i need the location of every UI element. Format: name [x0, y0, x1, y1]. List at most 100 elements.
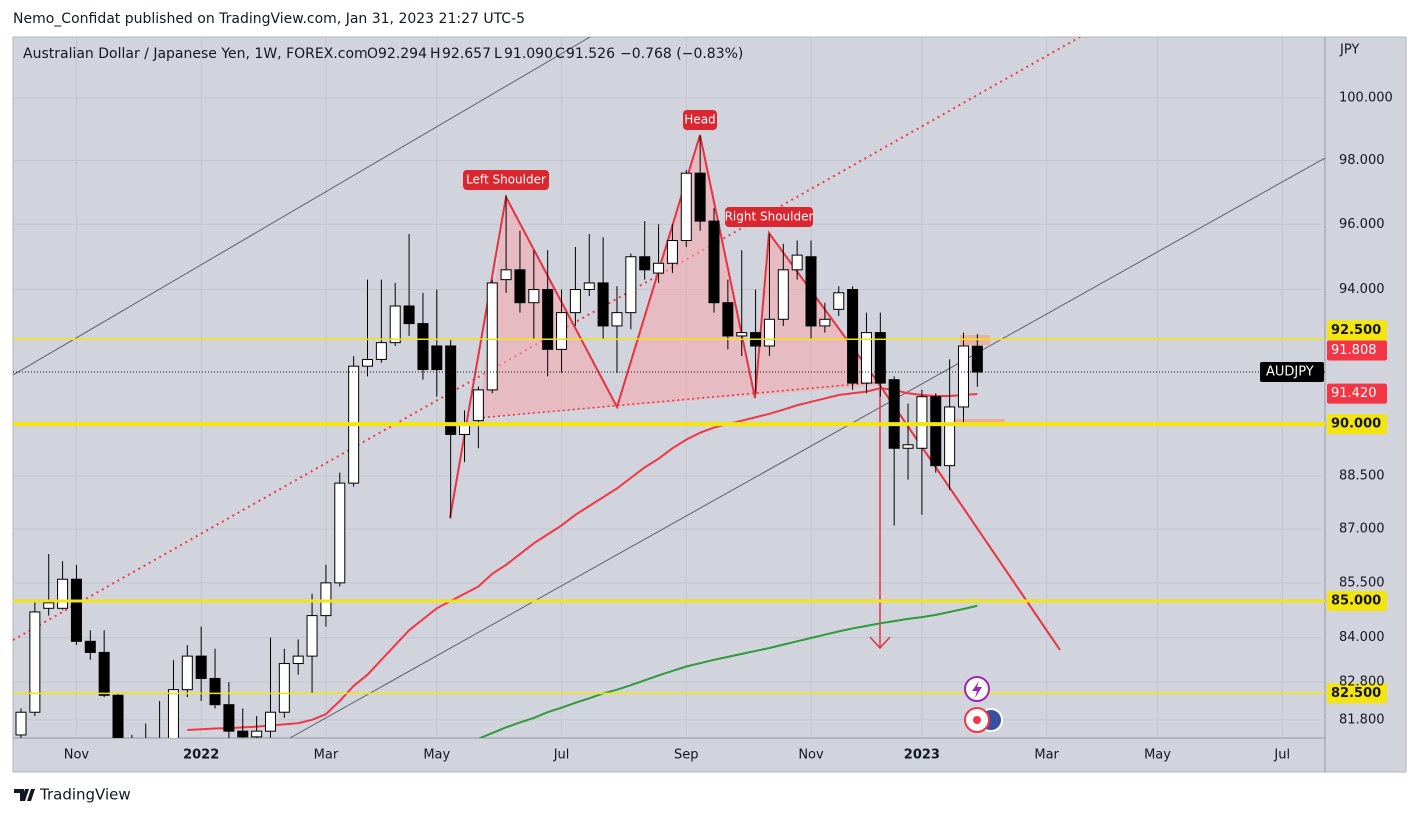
plot-area: [13, 37, 1325, 738]
level-label: 82.500: [1331, 686, 1381, 701]
candle-body: [57, 578, 69, 609]
candle-body: [625, 256, 637, 314]
chart-panel: [12, 36, 1407, 773]
annotation-box: [725, 207, 813, 227]
candle-body: [722, 302, 734, 337]
neckline: [477, 381, 881, 419]
level-label-box: [1327, 414, 1387, 435]
y-tick-label: 94.000: [1339, 282, 1385, 297]
candle-body: [278, 663, 290, 713]
price-label-box: [1327, 340, 1387, 361]
candle-body: [888, 379, 900, 449]
candle-body: [445, 345, 457, 435]
candle-body: [209, 677, 221, 706]
candle-body: [569, 289, 581, 314]
candle-body: [971, 345, 983, 373]
candle-body: [486, 282, 498, 391]
series-layer: [15, 135, 983, 738]
candle-body: [611, 312, 623, 327]
candle-body: [500, 269, 512, 281]
x-tick-label: Jul: [1273, 748, 1290, 763]
candle-body: [29, 611, 41, 713]
x-tick-label: Mar: [314, 748, 339, 763]
candle-body: [320, 582, 332, 617]
x-tick-label: Mar: [1034, 748, 1059, 763]
candle-body: [777, 269, 789, 320]
x-tick-label: Nov: [798, 748, 824, 763]
level-label-box: [1327, 591, 1387, 612]
candle-body: [597, 282, 609, 327]
candle-body: [902, 444, 914, 449]
ohlc-label: C: [555, 46, 565, 62]
candle-body: [957, 345, 969, 408]
candle-body: [944, 406, 956, 467]
candle-body: [264, 711, 276, 732]
pattern-fill: [478, 135, 880, 418]
candle-body: [874, 332, 886, 384]
candle-body: [431, 345, 443, 371]
candle-body: [930, 396, 942, 467]
candle-body: [528, 289, 540, 304]
candle-body: [389, 305, 401, 344]
x-tick-label: Sep: [674, 748, 699, 763]
candle-body: [98, 651, 110, 696]
level-label-box: [1327, 683, 1387, 704]
ohlc-label: O: [367, 46, 378, 62]
candle-body: [708, 220, 720, 304]
candle-body: [251, 730, 263, 738]
annotation: Left Shoulder: [466, 173, 546, 187]
annotation-box: [683, 110, 717, 130]
candle-body: [334, 482, 346, 584]
y-tick-label: 88.500: [1339, 469, 1385, 484]
candle-body: [15, 711, 27, 736]
y-tick-label: 87.000: [1339, 522, 1385, 537]
annotation-box: [463, 170, 549, 190]
level-label-box: [1327, 320, 1387, 341]
candle-body: [639, 256, 651, 271]
price-label: 91.808: [1331, 343, 1377, 358]
x-tick-label: May: [423, 748, 450, 763]
attribution: Nemo_Confidat published on TradingView.c…: [13, 11, 525, 27]
candle-body: [195, 655, 207, 679]
candle-body: [860, 332, 872, 384]
candle-body: [375, 342, 387, 360]
candle-body: [181, 655, 193, 691]
candle-body: [847, 289, 859, 384]
ohlc-value: 92.657: [442, 46, 491, 62]
chart-title: Australian Dollar / Japanese Yen, 1W, FO…: [23, 46, 368, 62]
candle-body: [472, 389, 484, 422]
footer-brand: TradingView: [39, 786, 131, 804]
x-tick-label: Jul: [553, 748, 570, 763]
level-label: 90.000: [1331, 417, 1381, 432]
candle-body: [819, 318, 831, 327]
candle-body: [556, 312, 568, 350]
x-tick-label: Nov: [64, 748, 90, 763]
event-icon-bolt: [972, 681, 982, 698]
target-arrowhead: [869, 636, 891, 650]
candle-body: [680, 172, 692, 242]
symbol-label-box: [1260, 362, 1324, 383]
moving-average: [477, 604, 978, 738]
y-tick-label: 85.500: [1339, 575, 1385, 590]
candle-body: [403, 305, 415, 325]
y-tick-label: 100.000: [1339, 90, 1393, 105]
candle-body: [306, 615, 318, 657]
currency: JPY: [1339, 43, 1359, 58]
candle-body: [833, 292, 845, 310]
candle-body: [167, 689, 179, 738]
candle-body: [84, 640, 96, 653]
trend-line: [13, 37, 591, 376]
price-label-box: [1327, 383, 1387, 404]
candle-body: [43, 602, 55, 609]
zone-box: [955, 419, 1005, 425]
candle-body: [694, 172, 706, 222]
event-icon-dot: [973, 716, 981, 724]
candle-body: [112, 694, 124, 738]
y-tick-label: 84.000: [1339, 630, 1385, 645]
trend-line: [289, 157, 1325, 738]
candle-body: [653, 262, 665, 274]
candle-body: [70, 578, 82, 642]
ohlc-value: 91.090: [504, 46, 553, 62]
candle-body: [223, 704, 235, 732]
